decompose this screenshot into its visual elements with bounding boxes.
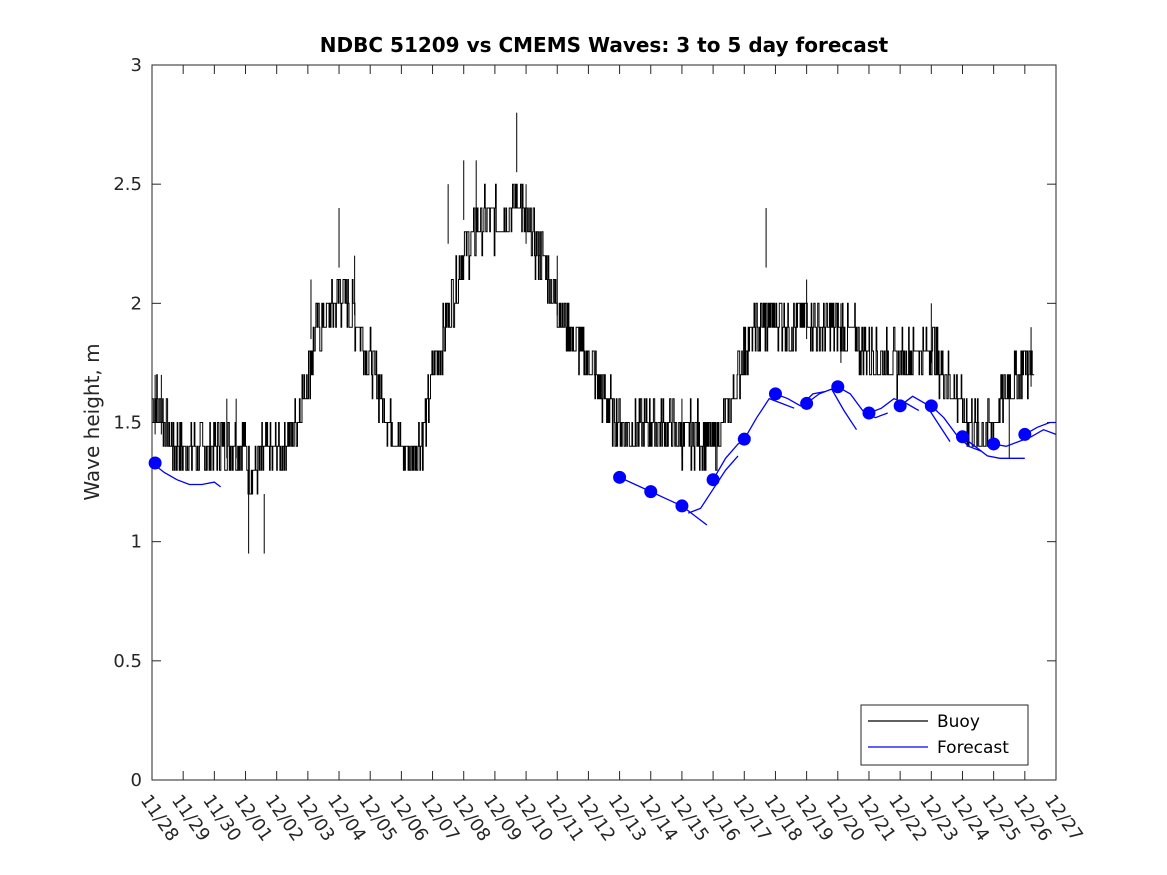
forecast-line: [899, 395, 951, 442]
legend: Buoy Forecast: [860, 704, 1029, 766]
forecast-marker: [148, 456, 162, 470]
forecast-line: [619, 476, 708, 526]
forecast-line: [687, 455, 739, 514]
y-tick-label: 1: [131, 532, 142, 553]
forecast-marker: [613, 470, 627, 484]
forecast-marker: [831, 380, 845, 394]
forecast-line: [154, 464, 221, 488]
y-tick-label: 0.5: [113, 651, 142, 672]
legend-box: [860, 704, 1029, 766]
forecast-marker: [768, 387, 782, 401]
forecast-line: [806, 388, 858, 431]
forecast-marker: [1018, 427, 1032, 441]
y-tick-label: 3: [131, 55, 142, 76]
buoy-series: [152, 112, 1035, 554]
buoy-line: [152, 183, 1035, 495]
y-axis: 0 0.5 1 1.5 2 2.5 3: [113, 55, 1056, 791]
forecast-line: [837, 386, 888, 419]
forecast-marker: [893, 399, 907, 413]
forecast-marker: [737, 432, 751, 446]
legend-buoy-label: Buoy: [937, 712, 980, 732]
y-tick-label: 1.5: [113, 413, 142, 434]
forecast-line: [868, 397, 920, 414]
forecast-line: [1024, 421, 1056, 435]
forecast-marker: [706, 473, 720, 487]
forecast-marker: [955, 430, 969, 444]
y-tick-label: 2.5: [113, 174, 142, 195]
forecast-line: [962, 436, 1025, 459]
forecast-marker: [924, 399, 938, 413]
y-tick-label: 0: [131, 770, 142, 791]
plot-area: [151, 64, 1057, 781]
forecast-marker: [644, 485, 658, 499]
chart-title: NDBC 51209 vs CMEMS Waves: 3 to 5 day fo…: [320, 33, 889, 57]
forecast-line: [743, 397, 795, 440]
forecast-line: [930, 405, 982, 452]
forecast-marker: [862, 406, 876, 420]
forecast-marker: [675, 499, 689, 513]
y-tick-label: 2: [131, 293, 142, 314]
forecast-markers: [148, 380, 1032, 513]
y-axis-label: Wave height, m: [80, 343, 104, 500]
forecast-line: [775, 390, 826, 407]
forecast-marker: [800, 396, 814, 410]
forecast-marker: [987, 437, 1001, 451]
legend-forecast-label: Forecast: [937, 738, 1009, 758]
